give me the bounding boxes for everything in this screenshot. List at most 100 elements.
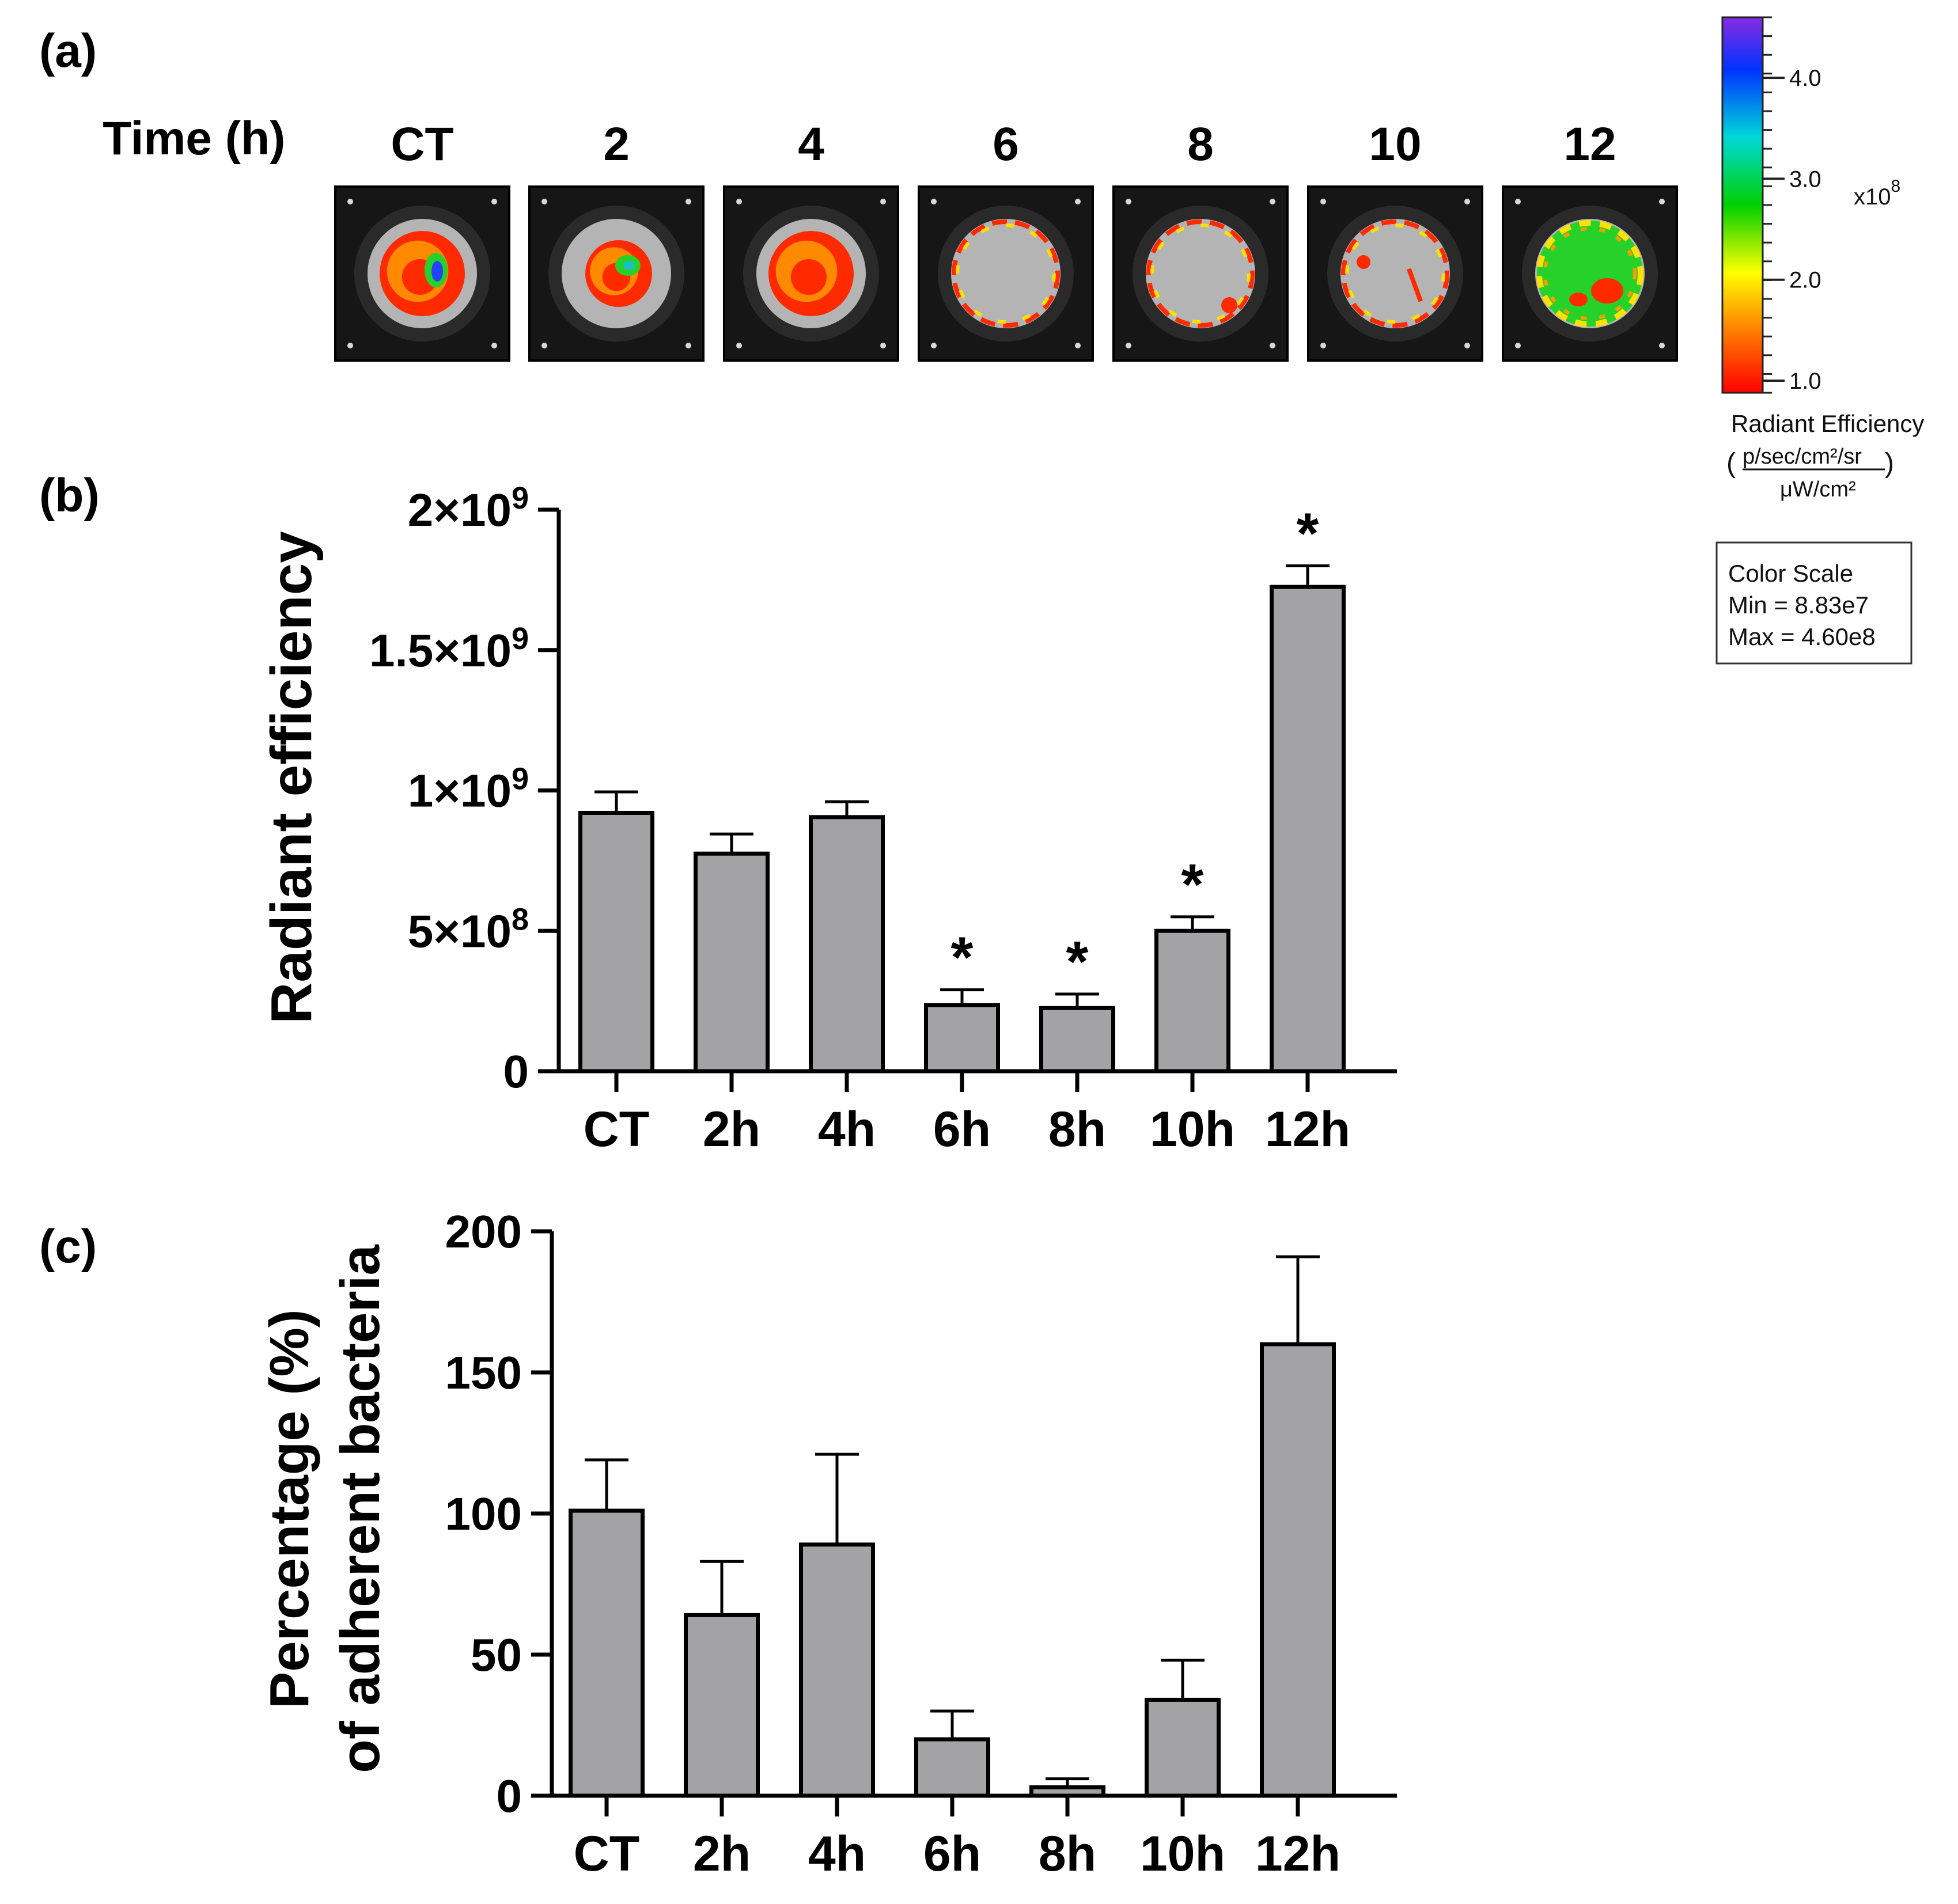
well-corner-mark (686, 199, 691, 204)
well-corner-mark (1270, 343, 1275, 348)
colorbar-title: Radiant Efficiency (1731, 410, 1924, 437)
y-tick-label: 1.5×109 (369, 621, 529, 676)
well-corner-mark (1270, 199, 1275, 204)
y-tick-label: 5×108 (408, 902, 529, 957)
x-tick-label: 12h (1255, 1826, 1340, 1882)
signal-ring-hot (1341, 219, 1449, 328)
well-corner-mark (880, 343, 886, 348)
well-corner-mark (1515, 199, 1521, 204)
well-surface (1340, 219, 1450, 328)
well-corner-mark (1075, 199, 1081, 204)
well-tile-1 (528, 185, 705, 362)
well-corner-mark (491, 343, 497, 348)
colorbar: 4.0 3.0 2.0 1.0 x108 Radiant Efficiency ( p… (1721, 16, 1924, 502)
panel-c-label: (c) (39, 1220, 97, 1273)
colorbar-ticks: 4.0 3.0 2.0 1.0 (1763, 16, 1821, 394)
column-label-0: CT (391, 118, 453, 170)
colorbar-unit-numerator: p/sec/cm²/sr (1743, 445, 1862, 469)
column-label-4: 8 (1187, 118, 1214, 170)
well-tile-4 (1112, 185, 1289, 362)
y-tick-label: 0 (503, 1046, 529, 1097)
bar-12h (1260, 1342, 1336, 1798)
well-tile-2 (723, 185, 899, 362)
signal-hot-patch (1569, 293, 1588, 306)
bar-4h (799, 1542, 875, 1798)
bar-2h (694, 851, 770, 1074)
column-label-3: 6 (993, 118, 1019, 170)
chart-c-ylabel-line2: of adherent bacteria (330, 1245, 391, 1773)
bar-10h (1154, 928, 1230, 1074)
color-scale-box: Color Scale Min = 8.83e7 Max = 4.60e8 (1715, 541, 1912, 665)
bar-4h (809, 815, 885, 1074)
well-tile-3 (918, 185, 1094, 362)
signal-cyan (623, 261, 635, 270)
colorbar-tick-label: 3.0 (1789, 166, 1821, 192)
well-corner-mark (347, 343, 353, 348)
color-scale-min: Min = 8.83e7 (1728, 591, 1869, 619)
colorbar-tick-label: 1.0 (1789, 369, 1821, 394)
x-tick-label: 8h (1048, 1102, 1106, 1157)
signal-ring-warm (1345, 223, 1445, 324)
column-label-1: 2 (603, 118, 630, 170)
signal-ring-warm (956, 223, 1056, 324)
x-tick-label: CT (574, 1826, 640, 1882)
signal-streak (1406, 268, 1423, 302)
well-corner-mark (541, 343, 547, 348)
colorbar-exponent: x108 (1854, 177, 1900, 210)
well-corner-mark (736, 343, 742, 348)
well-corner-mark (1659, 343, 1665, 348)
bar-10h (1145, 1697, 1221, 1798)
signal-edge-warm (1536, 220, 1643, 327)
y-tick-label-base: 150 (445, 1347, 522, 1398)
bar-6h (914, 1737, 990, 1798)
colorbar-exponent-power: 8 (1891, 177, 1901, 196)
y-tick-label: 150 (445, 1347, 522, 1398)
bar-8h (1029, 1785, 1105, 1798)
y-tick-label: 0 (497, 1770, 522, 1822)
well-corner-mark (1126, 199, 1131, 204)
well-corner-mark (1126, 343, 1131, 348)
color-scale-title: Color Scale (1728, 560, 1853, 587)
well-corner-mark (1659, 199, 1665, 204)
column-label-2: 4 (798, 118, 824, 170)
y-tick-label-base: 0 (497, 1770, 522, 1822)
well-corner-mark (1515, 343, 1521, 348)
column-label-6: 12 (1563, 118, 1616, 170)
x-tick-label: 10h (1150, 1102, 1235, 1157)
well-corner-mark (736, 199, 742, 204)
x-tick-label: 6h (923, 1826, 981, 1882)
y-tick-label: 50 (471, 1629, 522, 1681)
colorbar-paren-left: ( (1726, 448, 1736, 479)
y-tick-label: 1×109 (408, 762, 529, 817)
colorbar-paren-right: ) (1885, 448, 1894, 479)
y-tick-label: 2×109 (408, 481, 529, 536)
panel-b: (b) Radiant efficiency 05×1081×1091.5×10… (39, 469, 1397, 1157)
y-tick-label-base: 100 (445, 1488, 522, 1539)
column-label-5: 10 (1369, 118, 1421, 170)
well-tile-0 (334, 185, 510, 362)
y-tick-label-base: 0 (503, 1046, 529, 1097)
well-surface (1146, 219, 1255, 328)
y-tick-label-base: 2×10 (408, 484, 512, 536)
y-tick-label-exponent: 9 (512, 621, 529, 656)
bar-6h (924, 1003, 1000, 1074)
colorbar-tick-label: 2.0 (1789, 268, 1821, 293)
bar-2h (684, 1613, 760, 1798)
signal-ring-warm (1150, 223, 1251, 324)
well-surface (951, 219, 1061, 328)
well-corner-mark (880, 199, 886, 204)
y-tick-label-base: 1×10 (408, 765, 512, 817)
signal-ring-hot (952, 219, 1060, 328)
y-tick-label: 200 (445, 1206, 522, 1257)
well-corner-mark (931, 343, 937, 348)
well-corner-mark (1320, 199, 1326, 204)
panel-c: (c) Percentage (%) of adherent bacteria … (39, 1206, 1397, 1882)
significance-marker: * (1181, 852, 1204, 917)
colorbar-unit-denominator: μW/cm² (1780, 477, 1856, 502)
well-images: CT 2 4 6 8 10 12 (334, 118, 1678, 362)
well-corner-mark (491, 199, 497, 204)
colorbar-strip (1721, 16, 1764, 394)
well-corner-mark (1464, 343, 1470, 348)
well-corner-mark (931, 199, 937, 204)
